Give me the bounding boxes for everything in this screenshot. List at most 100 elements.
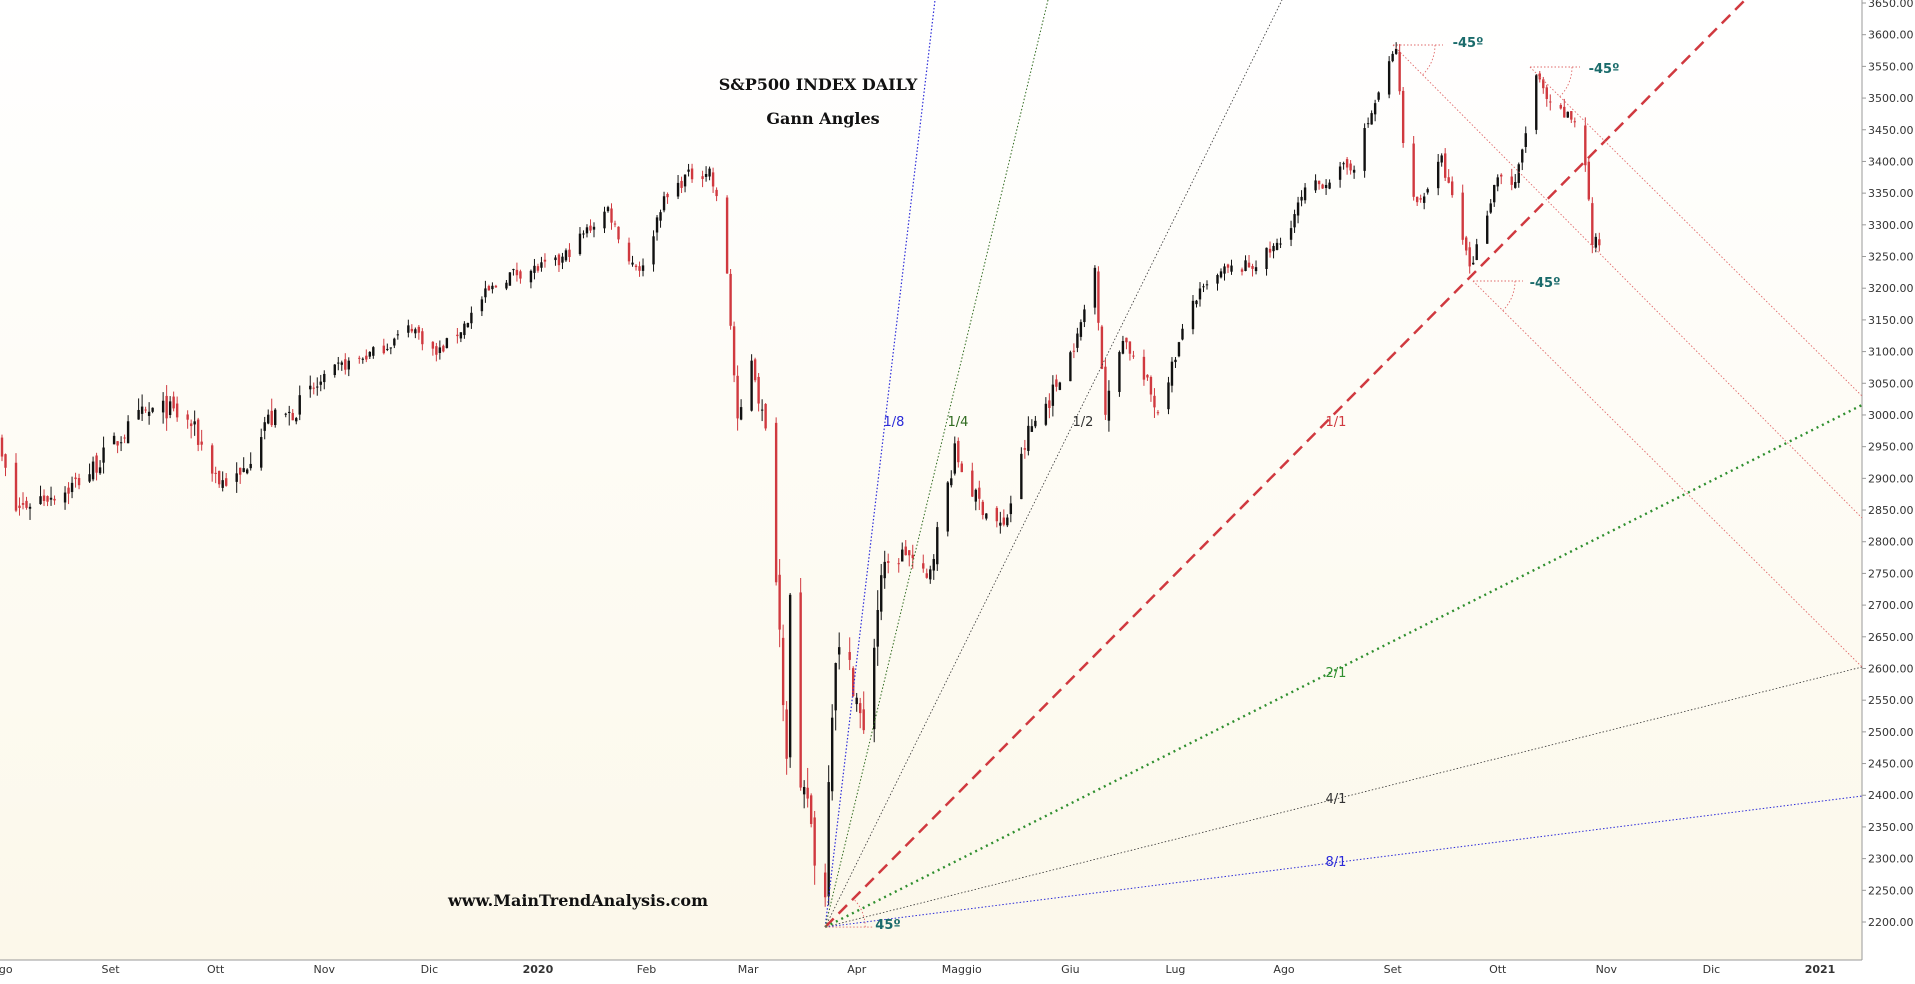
y-tick-label: 2200.00 bbox=[1868, 916, 1914, 929]
gann-fan: 1/8 1/4 1/2 1/1 2/1 4/1 8/1 bbox=[824, 0, 1863, 929]
candle-body bbox=[799, 592, 802, 788]
candle-body bbox=[88, 474, 91, 482]
candle-body bbox=[781, 637, 785, 706]
candle-body bbox=[442, 345, 445, 352]
candle-body bbox=[1387, 61, 1391, 95]
candle-body bbox=[1391, 53, 1394, 62]
x-tick-label: Maggio bbox=[942, 963, 982, 976]
candle-body bbox=[1202, 286, 1205, 288]
gann-line-1-1 bbox=[824, 0, 1746, 928]
candle-body bbox=[316, 386, 319, 388]
candle-body bbox=[508, 272, 512, 286]
candle-body bbox=[862, 709, 865, 731]
candle-body bbox=[1279, 243, 1282, 245]
candle-body bbox=[309, 385, 312, 390]
candle-body bbox=[659, 212, 662, 221]
candle-body bbox=[873, 647, 876, 730]
candle-body bbox=[1324, 184, 1328, 189]
candle-body bbox=[953, 443, 956, 474]
angle-label: -45º bbox=[1589, 62, 1620, 77]
candle-body bbox=[1195, 300, 1198, 305]
candle-body bbox=[785, 709, 788, 759]
candle-body bbox=[704, 173, 708, 177]
candle-body bbox=[1254, 267, 1258, 272]
candle-body bbox=[1510, 176, 1513, 185]
candle-body bbox=[1149, 376, 1153, 395]
candle-body bbox=[217, 470, 221, 485]
candle-body bbox=[1500, 174, 1503, 177]
candle-body bbox=[1573, 121, 1576, 123]
candle-body bbox=[417, 326, 421, 333]
chart-subtitle: Gann Angles bbox=[766, 109, 879, 128]
candle-body bbox=[389, 347, 393, 349]
candle-body bbox=[344, 359, 347, 370]
candle-body bbox=[1514, 182, 1517, 188]
candle-body bbox=[361, 358, 364, 360]
candle-body bbox=[161, 400, 165, 413]
candle-body bbox=[1181, 328, 1184, 340]
candle-body bbox=[715, 189, 718, 197]
x-tick-label: Mar bbox=[738, 963, 759, 976]
candle-body bbox=[837, 647, 841, 655]
candle-body bbox=[1107, 390, 1111, 421]
resistance-lines bbox=[1392, 44, 1863, 668]
candle-body bbox=[561, 256, 564, 263]
candle-body bbox=[39, 496, 42, 505]
candle-body bbox=[505, 282, 508, 289]
gann-line-1-2 bbox=[824, 0, 1283, 928]
candle-body bbox=[554, 257, 557, 261]
candle-body bbox=[1465, 237, 1468, 251]
candle-body bbox=[655, 217, 659, 233]
candle-body bbox=[1517, 164, 1520, 183]
candle-body bbox=[757, 376, 760, 404]
candle-body bbox=[1363, 128, 1366, 171]
candle-body bbox=[515, 269, 519, 276]
candle-body bbox=[950, 478, 953, 486]
candle-body bbox=[1559, 105, 1562, 109]
resistance-line bbox=[1392, 44, 1863, 519]
candle-body bbox=[393, 338, 396, 346]
candle-body bbox=[116, 441, 119, 446]
candle-body bbox=[1198, 288, 1202, 300]
candle-body bbox=[1293, 214, 1296, 228]
candle-body bbox=[263, 422, 266, 431]
candle-body bbox=[764, 403, 767, 429]
candle-body bbox=[284, 413, 287, 415]
candle-body bbox=[978, 487, 981, 499]
candle-body bbox=[1443, 153, 1447, 178]
candle-body bbox=[859, 703, 862, 714]
candle-body bbox=[806, 787, 809, 799]
candle-body bbox=[484, 288, 487, 298]
plot-background bbox=[0, 0, 1862, 960]
x-tick-label: Apr bbox=[847, 963, 867, 976]
candle-body bbox=[617, 226, 620, 240]
gann-line-1-4 bbox=[824, 0, 1049, 928]
candle-body bbox=[1030, 426, 1034, 432]
candle-body bbox=[1570, 111, 1573, 120]
candle-body bbox=[137, 409, 140, 420]
candle-body bbox=[932, 558, 935, 571]
candle-body bbox=[676, 182, 680, 197]
candle-body bbox=[312, 387, 315, 389]
candle-body bbox=[445, 338, 449, 348]
y-tick-label: 3100.00 bbox=[1868, 346, 1914, 359]
candle-body bbox=[1486, 215, 1489, 244]
candle-body bbox=[603, 211, 606, 229]
candle-body bbox=[985, 513, 988, 519]
candle-body bbox=[1044, 403, 1048, 425]
candle-body bbox=[582, 233, 585, 235]
candle-body bbox=[196, 419, 200, 445]
candle-body bbox=[1468, 247, 1471, 267]
candle-body bbox=[687, 169, 690, 172]
candle-body bbox=[414, 329, 417, 334]
candle-body bbox=[848, 652, 851, 660]
candle-body bbox=[887, 561, 890, 563]
candle-body bbox=[28, 506, 32, 509]
candle-body bbox=[1244, 260, 1247, 272]
candle-body bbox=[435, 346, 438, 355]
candle-body bbox=[42, 495, 46, 501]
candle-body bbox=[852, 668, 855, 696]
candle-body bbox=[543, 259, 547, 262]
